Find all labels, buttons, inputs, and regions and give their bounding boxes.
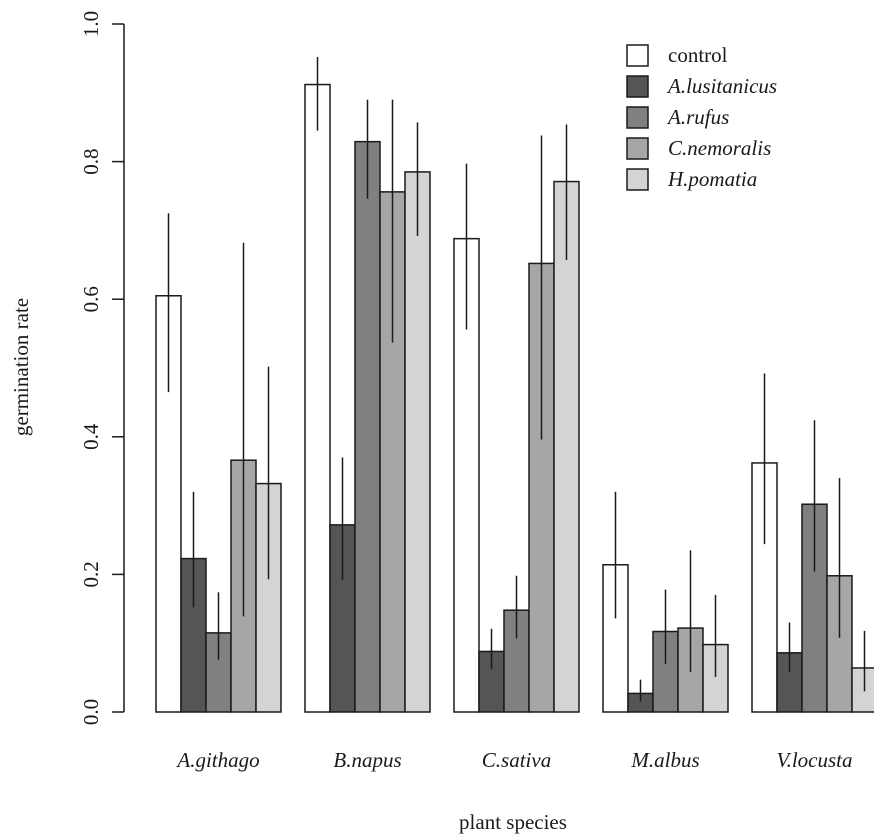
y-tick-label: 1.0 <box>79 11 103 37</box>
category-labels: A.githago B.napus C.sativa M.albus V.locusta <box>175 748 852 772</box>
legend-swatch <box>626 106 649 129</box>
x-category-label: M.albus <box>630 748 699 772</box>
y-tick-label: 0.8 <box>79 148 103 174</box>
bar-b-napus-h-pomatia <box>404 171 431 713</box>
y-tick-label: 0.2 <box>79 561 103 587</box>
bar-c-sativa-h-pomatia <box>553 180 580 713</box>
y-axis: 0.0 0.2 0.4 0.6 0.8 1.0 <box>79 11 125 725</box>
bar-b-napus-control <box>304 83 331 713</box>
legend-label: control <box>668 43 728 67</box>
legend-label: C.nemoralis <box>668 136 771 160</box>
bars-group <box>155 83 874 713</box>
legend-label: A.rufus <box>666 105 729 129</box>
legend-swatch <box>626 137 649 160</box>
x-category-label: V.locusta <box>776 748 852 772</box>
y-tick-label: 0.0 <box>79 699 103 725</box>
legend-label: A.lusitanicus <box>666 74 777 98</box>
y-tick-label: 0.4 <box>79 423 103 450</box>
bar-b-napus-a-rufus <box>354 140 381 713</box>
x-category-label: C.sativa <box>482 748 551 772</box>
legend-swatch <box>626 75 649 98</box>
bar-c-sativa-control <box>453 237 480 713</box>
x-category-label: B.napus <box>333 748 401 772</box>
legend: control A.lusitanicus A.rufus C.nemoralis H.… <box>626 43 777 191</box>
bar-v-locusta-h-pomatia <box>851 667 874 713</box>
x-axis-title: plant species <box>459 810 567 834</box>
x-category-label: A.githago <box>175 748 259 772</box>
error-bars-group <box>167 57 866 702</box>
legend-label: H.pomatia <box>667 167 757 191</box>
y-axis-title: germination rate <box>9 298 33 436</box>
y-tick-label: 0.6 <box>79 286 103 312</box>
legend-swatch <box>626 44 649 67</box>
legend-swatch <box>626 168 649 191</box>
